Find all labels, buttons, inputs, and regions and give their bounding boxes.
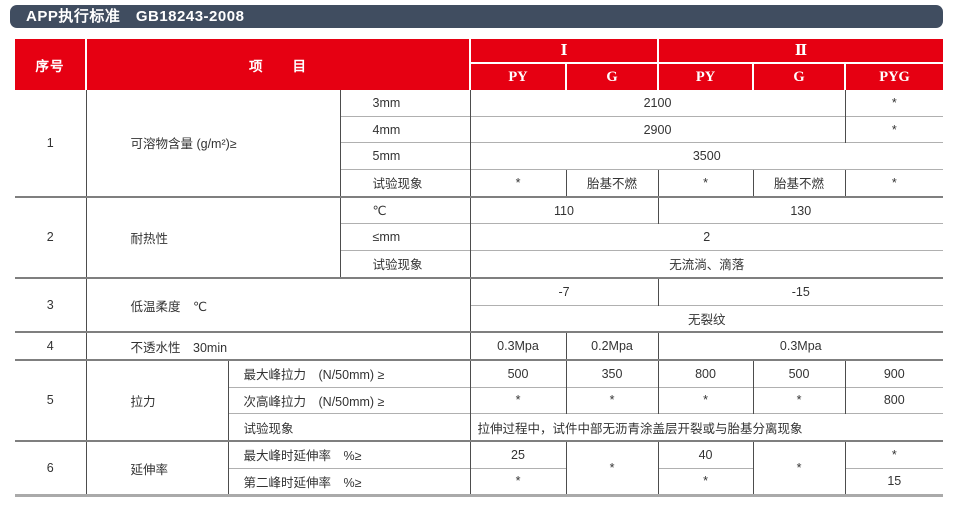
value-cell: -15 xyxy=(657,276,944,305)
sub-label: 次高峰拉力 (N/50mm) ≥ xyxy=(227,386,470,414)
item-label: 延伸率 xyxy=(85,439,228,496)
value-cell: 900 xyxy=(844,358,944,388)
value-cell: 2900 xyxy=(469,115,846,143)
value-cell: * xyxy=(752,439,846,496)
item-label: 拉力 xyxy=(85,358,228,441)
sub-label: 试验现象 xyxy=(227,413,470,441)
value-cell: 0.3Mpa xyxy=(657,331,944,360)
value-cell: 3500 xyxy=(469,142,944,170)
header-type-i: Ⅰ xyxy=(468,39,659,63)
sub-label: 最大峰时延伸率 %≥ xyxy=(227,439,470,469)
header-sub-ii-py: PY xyxy=(657,62,754,90)
title-bar: APP执行标准 GB18243-2008 xyxy=(10,5,943,28)
value-cell: * xyxy=(469,467,566,496)
value-cell: -7 xyxy=(469,276,659,305)
sub-label: 第二峰时延伸率 %≥ xyxy=(227,467,470,496)
value-cell: 130 xyxy=(657,195,944,224)
row-number: 1 xyxy=(46,135,54,150)
row-number: 3 xyxy=(15,276,86,333)
value-cell: 800 xyxy=(844,386,944,414)
sub-label: 3mm xyxy=(339,90,470,117)
sub-label: ℃ xyxy=(339,195,470,224)
value-cell: * xyxy=(752,386,846,414)
value-cell: 2 xyxy=(469,223,944,251)
value-cell: * xyxy=(844,115,944,143)
item-label: 可溶物含量 (g/m²)≥ xyxy=(85,90,340,197)
value-cell: 胎基不燃 xyxy=(565,169,659,197)
row-number: 6 xyxy=(15,439,86,496)
header-sub-i-g: G xyxy=(564,62,659,90)
item-label: 低温柔度 ℃ xyxy=(85,276,470,333)
row-number: 5 xyxy=(15,358,86,441)
value-cell: 15 xyxy=(844,467,944,496)
sub-label: 5mm xyxy=(339,142,470,170)
header-sub-i-py: PY xyxy=(469,62,566,90)
value-cell: 110 xyxy=(469,195,659,224)
value-cell: * xyxy=(469,386,566,414)
item-label: 不透水性 30min xyxy=(85,331,470,360)
sub-label: 试验现象 xyxy=(339,169,470,197)
value-cell: 0.2Mpa xyxy=(565,331,659,360)
value-cell: 胎基不燃 xyxy=(752,169,846,197)
value-cell: * xyxy=(469,169,566,197)
value-cell: 无流淌、滴落 xyxy=(469,250,944,278)
value-cell: 500 xyxy=(469,358,566,388)
table-header: 序号 项 目 Ⅰ Ⅱ PY G PY G PYG xyxy=(15,39,944,90)
value-cell: * xyxy=(844,90,944,117)
value-cell: * xyxy=(657,386,754,414)
sub-label: 最大峰拉力 (N/50mm) ≥ xyxy=(227,358,470,388)
sub-label: ≤mm xyxy=(339,223,470,251)
value-cell: 无裂纹 xyxy=(469,304,944,333)
value-cell: * xyxy=(657,467,754,496)
value-cell: 40 xyxy=(657,439,754,469)
header-col-no: 序号 xyxy=(15,39,86,90)
sub-label: 4mm xyxy=(339,115,470,143)
item-label: 耐热性 xyxy=(85,195,340,278)
value-cell: 800 xyxy=(657,358,754,388)
value-cell: * xyxy=(565,439,659,496)
value-cell: * xyxy=(844,169,944,197)
value-cell: * xyxy=(657,169,754,197)
row-number: 4 xyxy=(15,331,86,360)
row-number: 2 xyxy=(15,195,86,278)
spec-table: 序号 项 目 Ⅰ Ⅱ PY G PY G PYG 1 可溶物含量 (g/m²)≥… xyxy=(15,39,944,498)
value-cell: 拉伸过程中，试件中部无沥青涂盖层开裂或与胎基分离现象 xyxy=(469,413,944,441)
value-cell: 350 xyxy=(565,358,659,388)
value-cell: 2100 xyxy=(469,90,846,117)
value-cell: 0.3Mpa xyxy=(469,331,566,360)
sub-label: 试验现象 xyxy=(339,250,470,278)
value-cell: 500 xyxy=(752,358,846,388)
header-sub-ii-g: G xyxy=(752,62,846,90)
header-sub-ii-pyg: PYG xyxy=(844,62,944,90)
value-cell: 25 xyxy=(469,439,566,469)
header-col-item: 项 目 xyxy=(85,39,470,90)
value-cell: * xyxy=(844,439,944,469)
title-text: APP执行标准 GB18243-2008 xyxy=(26,8,245,25)
header-type-ii: Ⅱ xyxy=(657,39,944,63)
value-cell: * xyxy=(565,386,659,414)
